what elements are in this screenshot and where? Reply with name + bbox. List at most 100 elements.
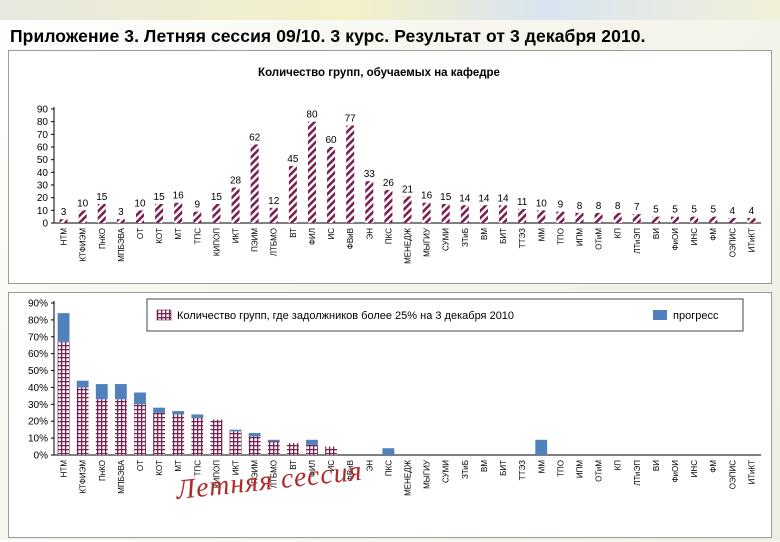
bar	[537, 210, 546, 223]
x-tick-label: МПБЭВА	[117, 227, 126, 261]
data-label: 15	[154, 192, 166, 203]
x-tick-label: ИС	[327, 460, 336, 472]
y-tick-label: 80%	[28, 315, 48, 326]
data-label: 3	[61, 207, 67, 218]
data-label: 28	[230, 176, 242, 187]
x-tick-label: МЫГИУ	[423, 227, 432, 257]
y-tick-label: 20	[37, 193, 49, 204]
page-title: Приложение 3. Летняя сессия 09/10. 3 кур…	[10, 26, 646, 46]
x-tick-label: ПнКО	[98, 228, 107, 249]
x-tick-label: ЗТиБ	[461, 460, 470, 479]
bar	[747, 217, 756, 223]
x-tick-label: МТ	[174, 460, 183, 472]
x-tick-label: БИТ	[499, 228, 508, 244]
x-tick-label: ЭН	[365, 460, 374, 472]
x-tick-label: ЛТБМО	[270, 460, 279, 488]
bar-progress	[95, 384, 108, 400]
bar	[307, 121, 316, 223]
bar-debtors	[286, 443, 299, 455]
bar	[518, 209, 527, 223]
y-tick-label: 0%	[34, 451, 49, 462]
x-tick-label: ТПО	[556, 228, 565, 245]
x-tick-label: ЭН	[365, 228, 374, 240]
x-tick-label: ММ	[537, 460, 546, 474]
bar-debtors	[114, 399, 127, 455]
x-tick-label: КОТ	[155, 460, 164, 476]
data-label: 4	[730, 206, 736, 217]
x-tick-label: ТПС	[193, 228, 202, 245]
data-label: 15	[440, 192, 452, 203]
bar	[346, 125, 355, 223]
bar-debtors	[248, 436, 261, 455]
bar	[59, 219, 68, 223]
data-label: 3	[118, 207, 124, 218]
legend-box	[146, 298, 744, 332]
bar-progress	[114, 384, 127, 400]
bar-progress	[76, 380, 89, 388]
data-label: 5	[672, 205, 678, 216]
x-tick-label: МПБЭВА	[117, 459, 126, 493]
bar	[651, 216, 660, 223]
bar	[728, 217, 737, 223]
data-label: 5	[710, 205, 716, 216]
data-label: 15	[96, 192, 108, 203]
data-label: 60	[326, 135, 338, 146]
x-tick-label: ФИЛ	[308, 460, 317, 477]
x-tick-label: СУМИ	[442, 228, 451, 251]
bar	[499, 205, 508, 223]
bar	[174, 202, 183, 223]
data-label: 33	[364, 169, 376, 180]
legend-label-progress: прогресс	[673, 310, 719, 322]
decorative-top-banner	[0, 0, 780, 20]
bar	[116, 219, 125, 223]
bar-debtors	[153, 412, 166, 455]
bar-debtors	[172, 414, 185, 455]
data-label: 8	[615, 201, 621, 212]
bar	[479, 205, 488, 223]
data-label: 26	[383, 178, 395, 189]
x-tick-label: БИТ	[499, 460, 508, 476]
x-tick-label: ФМ	[709, 228, 718, 241]
x-tick-label: ЛТБМО	[270, 228, 279, 256]
x-tick-label: МЫГИУ	[423, 459, 432, 489]
groups-count-chart: Количество групп, обучаемых на кафедре 0…	[8, 50, 772, 284]
legend-swatch-debtors	[156, 309, 172, 321]
x-tick-label: ВМ	[480, 460, 489, 472]
data-label: 10	[134, 198, 146, 209]
x-tick-label: ФВиВ	[346, 460, 355, 481]
y-tick-label: 60	[37, 143, 49, 154]
x-tick-label: ЛТиЭП	[633, 460, 642, 486]
data-label: 15	[211, 192, 223, 203]
x-tick-label: ЛТиЭП	[633, 228, 642, 254]
y-tick-label: 90%	[28, 299, 48, 310]
x-tick-label: ИТиКТ	[747, 228, 756, 252]
bar	[384, 190, 393, 223]
y-tick-label: 90	[37, 105, 49, 116]
data-label: 4	[749, 206, 755, 217]
data-label: 12	[268, 196, 280, 207]
bar	[556, 211, 565, 223]
bar	[193, 211, 202, 223]
x-tick-label: ОЭПИС	[728, 228, 737, 257]
bar	[594, 212, 603, 223]
bar-progress	[267, 439, 280, 442]
data-label: 80	[306, 110, 318, 121]
x-tick-label: ПКС	[384, 228, 393, 244]
x-tick-label: ВТ	[289, 460, 298, 470]
data-label: 10	[536, 198, 548, 209]
bar	[613, 212, 622, 223]
bar	[78, 210, 87, 223]
x-tick-label: КОТ	[155, 228, 164, 244]
bar-debtors	[76, 387, 89, 455]
x-tick-label: ФИЛ	[308, 228, 317, 245]
y-tick-label: 70%	[28, 332, 48, 343]
x-tick-label: ИС	[327, 228, 336, 240]
data-label: 77	[345, 113, 357, 124]
y-tick-label: 50	[37, 155, 49, 166]
data-label: 62	[249, 132, 261, 143]
x-tick-label: ИНС	[690, 460, 699, 478]
bar	[671, 216, 680, 223]
y-tick-label: 40%	[28, 383, 48, 394]
bar	[441, 204, 450, 223]
y-tick-label: 10%	[28, 434, 48, 445]
